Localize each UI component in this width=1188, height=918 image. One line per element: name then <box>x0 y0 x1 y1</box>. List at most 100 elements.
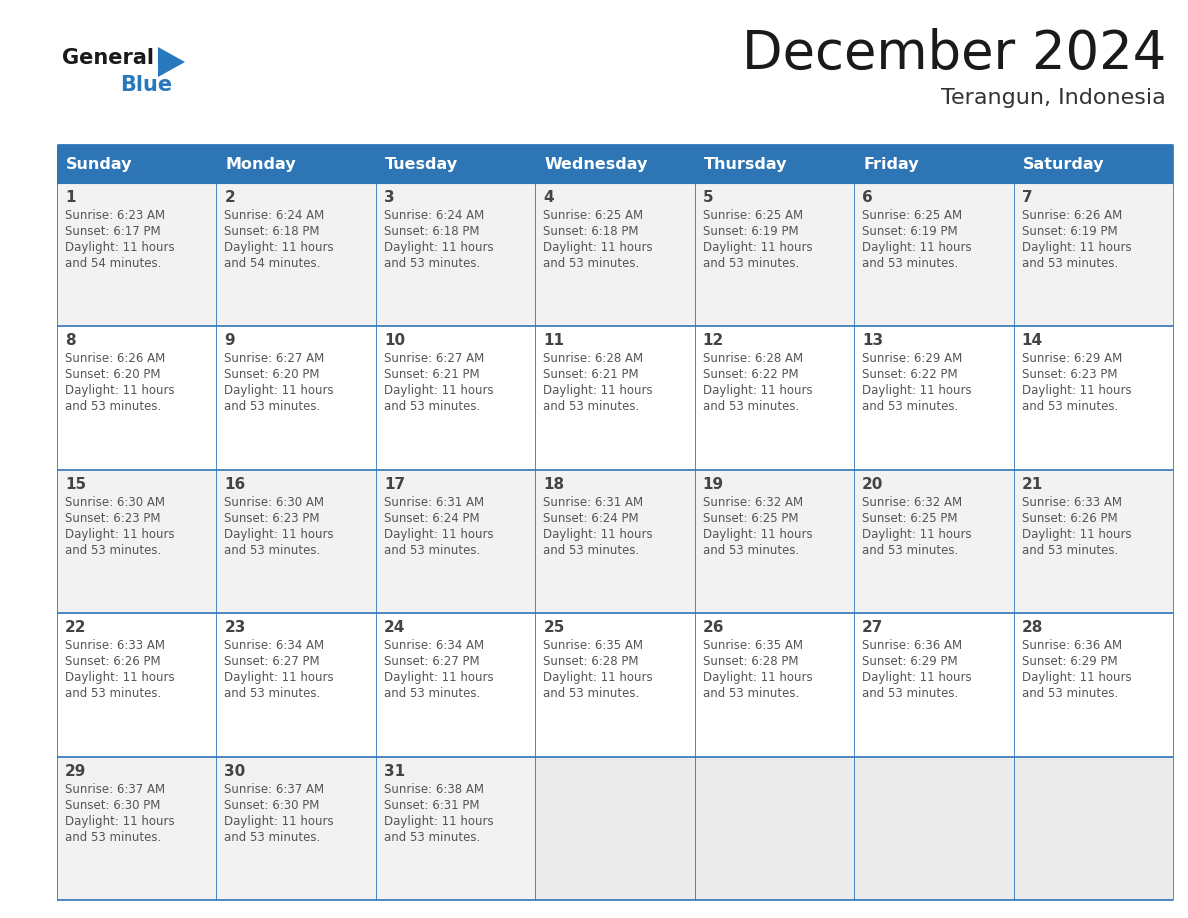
Bar <box>695 145 854 183</box>
Bar <box>854 145 1013 183</box>
Text: and 53 minutes.: and 53 minutes. <box>225 400 321 413</box>
Text: Sunrise: 6:36 AM: Sunrise: 6:36 AM <box>862 639 962 652</box>
Bar <box>375 327 536 470</box>
Text: and 53 minutes.: and 53 minutes. <box>384 400 480 413</box>
Text: 18: 18 <box>543 476 564 492</box>
Text: Sunset: 6:26 PM: Sunset: 6:26 PM <box>65 655 160 668</box>
Text: and 54 minutes.: and 54 minutes. <box>225 257 321 270</box>
Text: and 53 minutes.: and 53 minutes. <box>1022 688 1118 700</box>
Bar <box>57 183 216 327</box>
Text: Daylight: 11 hours: Daylight: 11 hours <box>1022 385 1131 397</box>
Text: 26: 26 <box>703 621 725 635</box>
Text: Daylight: 11 hours: Daylight: 11 hours <box>384 814 493 828</box>
Text: and 53 minutes.: and 53 minutes. <box>862 400 959 413</box>
Text: Sunset: 6:20 PM: Sunset: 6:20 PM <box>65 368 160 381</box>
Text: and 53 minutes.: and 53 minutes. <box>862 543 959 557</box>
Bar <box>57 327 216 470</box>
Text: Daylight: 11 hours: Daylight: 11 hours <box>1022 241 1131 254</box>
Text: Daylight: 11 hours: Daylight: 11 hours <box>543 385 653 397</box>
Bar <box>216 145 375 183</box>
Text: Terangun, Indonesia: Terangun, Indonesia <box>941 88 1165 108</box>
Bar <box>854 327 1013 470</box>
Text: 30: 30 <box>225 764 246 778</box>
Text: 11: 11 <box>543 333 564 349</box>
Text: 10: 10 <box>384 333 405 349</box>
Text: Sunset: 6:19 PM: Sunset: 6:19 PM <box>862 225 958 238</box>
Text: Sunrise: 6:26 AM: Sunrise: 6:26 AM <box>65 353 165 365</box>
Text: 23: 23 <box>225 621 246 635</box>
Text: 2: 2 <box>225 190 235 205</box>
Text: Sunrise: 6:23 AM: Sunrise: 6:23 AM <box>65 209 165 222</box>
Bar <box>57 470 216 613</box>
Polygon shape <box>158 47 185 77</box>
Bar <box>375 183 536 327</box>
Text: and 53 minutes.: and 53 minutes. <box>65 543 162 557</box>
Text: Sunset: 6:23 PM: Sunset: 6:23 PM <box>1022 368 1117 381</box>
Bar <box>1013 756 1173 900</box>
Text: Daylight: 11 hours: Daylight: 11 hours <box>384 241 493 254</box>
Text: Sunset: 6:30 PM: Sunset: 6:30 PM <box>65 799 160 812</box>
Text: Daylight: 11 hours: Daylight: 11 hours <box>862 385 972 397</box>
Text: 15: 15 <box>65 476 86 492</box>
Text: Daylight: 11 hours: Daylight: 11 hours <box>862 241 972 254</box>
Text: and 53 minutes.: and 53 minutes. <box>543 257 639 270</box>
Text: Blue: Blue <box>120 75 172 95</box>
Text: 5: 5 <box>703 190 713 205</box>
Text: Sunrise: 6:28 AM: Sunrise: 6:28 AM <box>703 353 803 365</box>
Text: Sunrise: 6:30 AM: Sunrise: 6:30 AM <box>225 496 324 509</box>
Text: 12: 12 <box>703 333 723 349</box>
Bar <box>1013 145 1173 183</box>
Text: Daylight: 11 hours: Daylight: 11 hours <box>543 671 653 684</box>
Text: Daylight: 11 hours: Daylight: 11 hours <box>384 528 493 541</box>
Bar <box>536 756 695 900</box>
Text: Sunset: 6:17 PM: Sunset: 6:17 PM <box>65 225 160 238</box>
Bar <box>695 183 854 327</box>
Bar <box>57 613 216 756</box>
Text: and 53 minutes.: and 53 minutes. <box>703 257 800 270</box>
Text: and 53 minutes.: and 53 minutes. <box>862 257 959 270</box>
Text: and 53 minutes.: and 53 minutes. <box>65 400 162 413</box>
Bar <box>536 145 695 183</box>
Text: Sunset: 6:22 PM: Sunset: 6:22 PM <box>703 368 798 381</box>
Text: Daylight: 11 hours: Daylight: 11 hours <box>65 528 175 541</box>
Text: Sunrise: 6:27 AM: Sunrise: 6:27 AM <box>384 353 484 365</box>
Bar <box>57 145 216 183</box>
Bar <box>1013 183 1173 327</box>
Bar <box>536 327 695 470</box>
Text: Daylight: 11 hours: Daylight: 11 hours <box>65 241 175 254</box>
Text: Daylight: 11 hours: Daylight: 11 hours <box>703 241 813 254</box>
Text: Sunrise: 6:35 AM: Sunrise: 6:35 AM <box>703 639 803 652</box>
Text: Sunrise: 6:33 AM: Sunrise: 6:33 AM <box>1022 496 1121 509</box>
Text: 22: 22 <box>65 621 87 635</box>
Bar <box>375 756 536 900</box>
Bar <box>536 183 695 327</box>
Text: General: General <box>62 48 154 68</box>
Text: Sunrise: 6:32 AM: Sunrise: 6:32 AM <box>703 496 803 509</box>
Text: Daylight: 11 hours: Daylight: 11 hours <box>384 385 493 397</box>
Text: Sunrise: 6:33 AM: Sunrise: 6:33 AM <box>65 639 165 652</box>
Text: Sunset: 6:25 PM: Sunset: 6:25 PM <box>703 512 798 525</box>
Bar <box>695 470 854 613</box>
Text: Daylight: 11 hours: Daylight: 11 hours <box>1022 671 1131 684</box>
Text: 9: 9 <box>225 333 235 349</box>
Text: Daylight: 11 hours: Daylight: 11 hours <box>65 385 175 397</box>
Text: 4: 4 <box>543 190 554 205</box>
Text: 13: 13 <box>862 333 883 349</box>
Text: Sunrise: 6:37 AM: Sunrise: 6:37 AM <box>225 783 324 796</box>
Text: Daylight: 11 hours: Daylight: 11 hours <box>543 241 653 254</box>
Bar <box>695 756 854 900</box>
Bar <box>375 470 536 613</box>
Text: Sunrise: 6:25 AM: Sunrise: 6:25 AM <box>703 209 803 222</box>
Text: 25: 25 <box>543 621 564 635</box>
Bar <box>57 756 216 900</box>
Text: and 53 minutes.: and 53 minutes. <box>1022 543 1118 557</box>
Text: Sunset: 6:27 PM: Sunset: 6:27 PM <box>225 655 320 668</box>
Text: Daylight: 11 hours: Daylight: 11 hours <box>543 528 653 541</box>
Text: and 53 minutes.: and 53 minutes. <box>65 831 162 844</box>
Text: and 53 minutes.: and 53 minutes. <box>384 543 480 557</box>
Text: and 53 minutes.: and 53 minutes. <box>225 688 321 700</box>
Text: Sunset: 6:21 PM: Sunset: 6:21 PM <box>384 368 480 381</box>
Text: 17: 17 <box>384 476 405 492</box>
Text: Sunset: 6:18 PM: Sunset: 6:18 PM <box>225 225 320 238</box>
Text: Thursday: Thursday <box>703 156 788 172</box>
